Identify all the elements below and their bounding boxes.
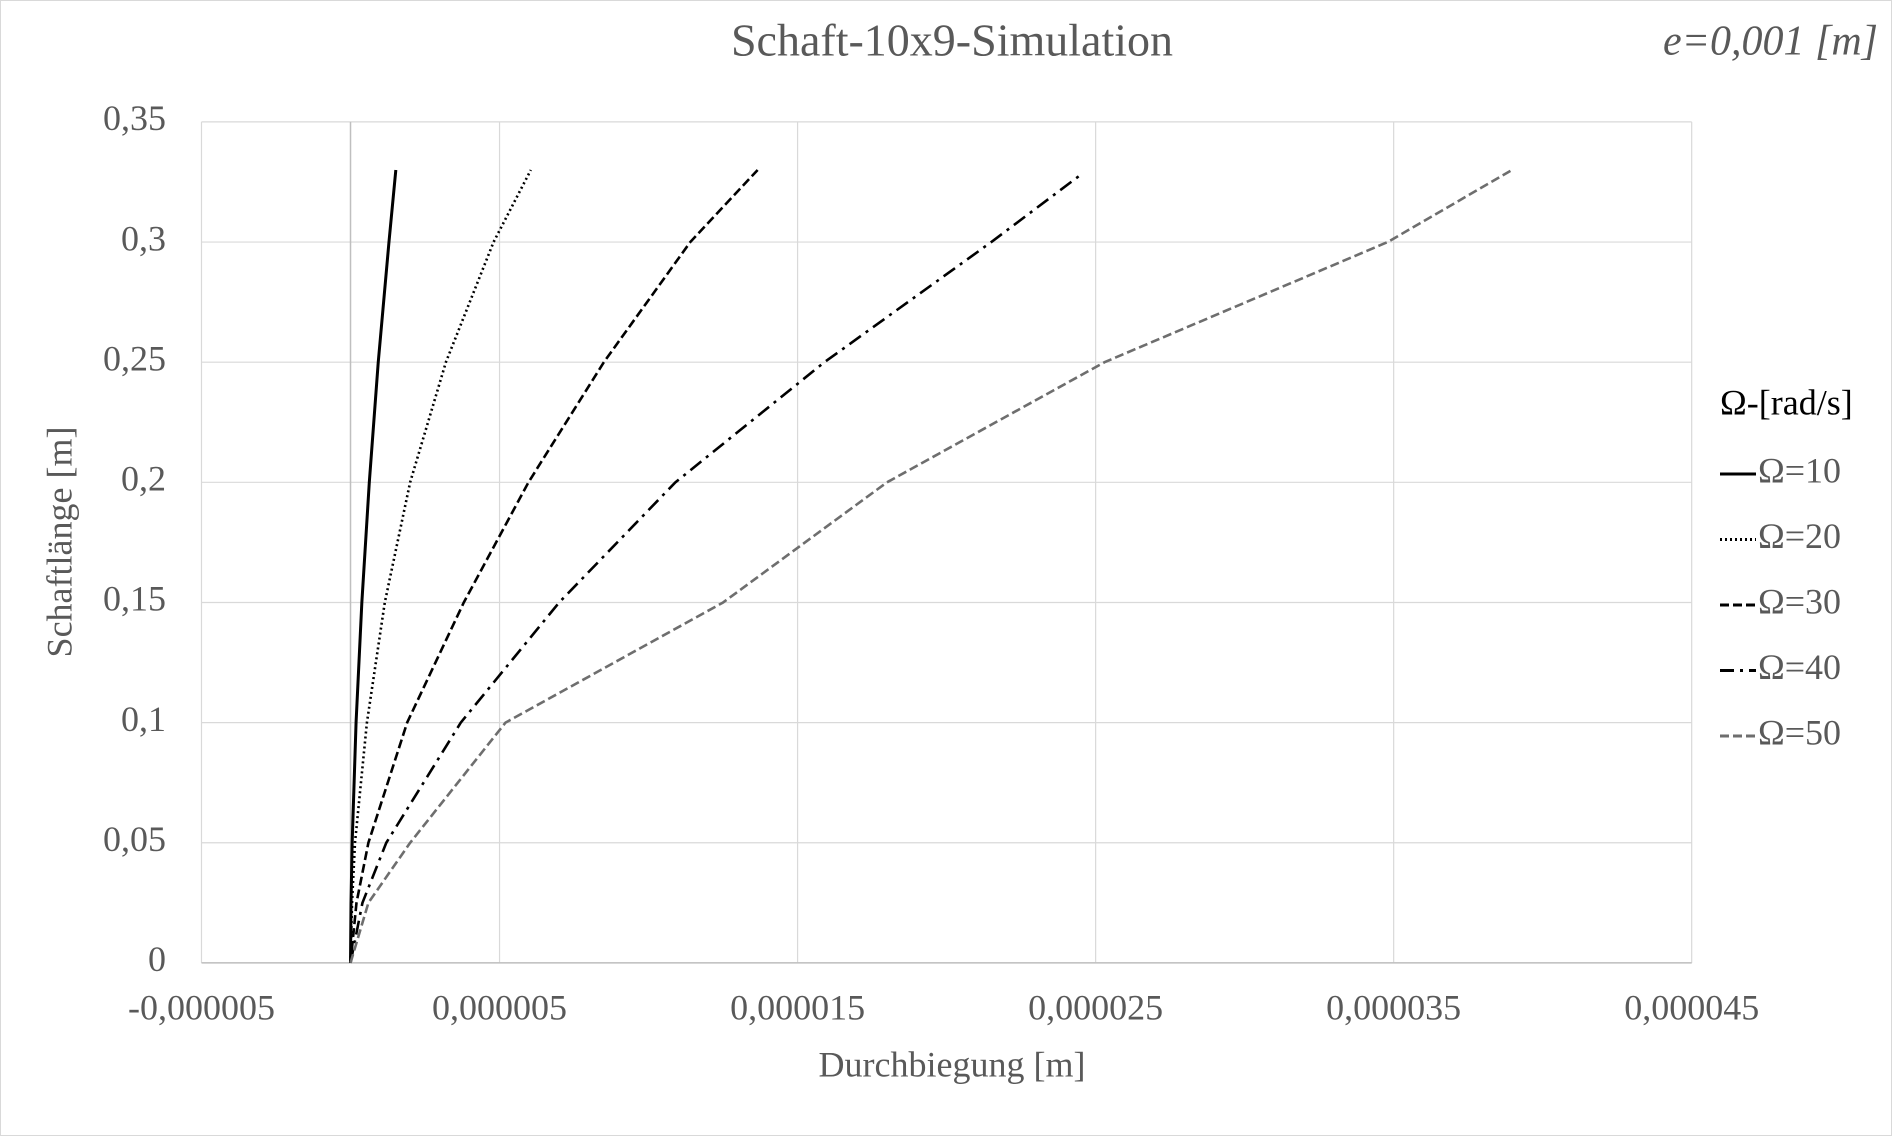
x-tick-label: 0,000035 (1326, 987, 1461, 1027)
series-line (349, 169, 759, 964)
annotation: e=0,001 [m] (1663, 19, 1878, 65)
legend-label: Ω=30 (1758, 581, 1841, 621)
y-tick-label: 0 (148, 939, 166, 979)
legend-label: Ω=20 (1758, 516, 1841, 556)
legend-label: Ω=10 (1758, 450, 1841, 490)
chart-title: Schaft-10x9-Simulation (731, 15, 1173, 66)
series-line (349, 168, 1513, 964)
series-line (349, 169, 532, 963)
y-tick-label: 0,05 (103, 819, 166, 859)
legend-title: Ω-[rad/s] (1720, 382, 1853, 422)
x-tick-label: 0,000015 (730, 987, 865, 1027)
x-tick-label: 0,000025 (1028, 987, 1163, 1027)
y-axis-label: Schaftlänge [m] (39, 427, 79, 658)
x-tick-label: 0,000005 (432, 987, 567, 1027)
x-tick-label: 0,000045 (1624, 987, 1759, 1027)
y-tick-label: 0,1 (121, 699, 166, 739)
y-tick-label: 0,35 (103, 98, 166, 138)
y-tick-label: 0,15 (103, 579, 166, 619)
series-line (349, 169, 398, 963)
x-axis-label: Durchbiegung [m] (819, 1044, 1086, 1084)
legend-label: Ω=40 (1758, 647, 1841, 687)
y-tick-label: 0,2 (121, 459, 166, 499)
y-tick-label: 0,3 (121, 218, 166, 258)
y-tick-label: 0,25 (103, 338, 166, 378)
legend-label: Ω=50 (1758, 712, 1841, 752)
x-tick-label: -0,000005 (128, 987, 275, 1027)
